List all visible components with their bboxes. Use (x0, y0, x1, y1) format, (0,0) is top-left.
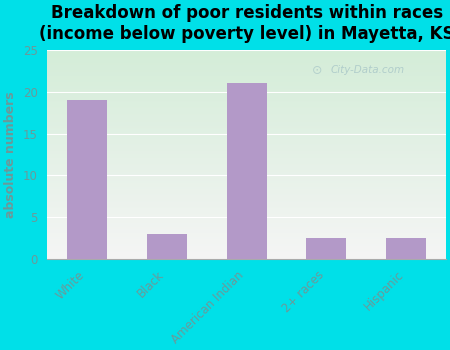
Bar (67, 100, 107, 259)
Bar (147, 234, 187, 259)
Text: City-Data.com: City-Data.com (330, 65, 405, 75)
Text: ⊙: ⊙ (312, 64, 323, 77)
Bar (227, 83, 266, 259)
Bar (306, 238, 346, 259)
Title: Breakdown of poor residents within races
(income below poverty level) in Mayetta: Breakdown of poor residents within races… (39, 4, 450, 43)
Bar (386, 238, 426, 259)
Y-axis label: absolute numbers: absolute numbers (4, 91, 17, 218)
